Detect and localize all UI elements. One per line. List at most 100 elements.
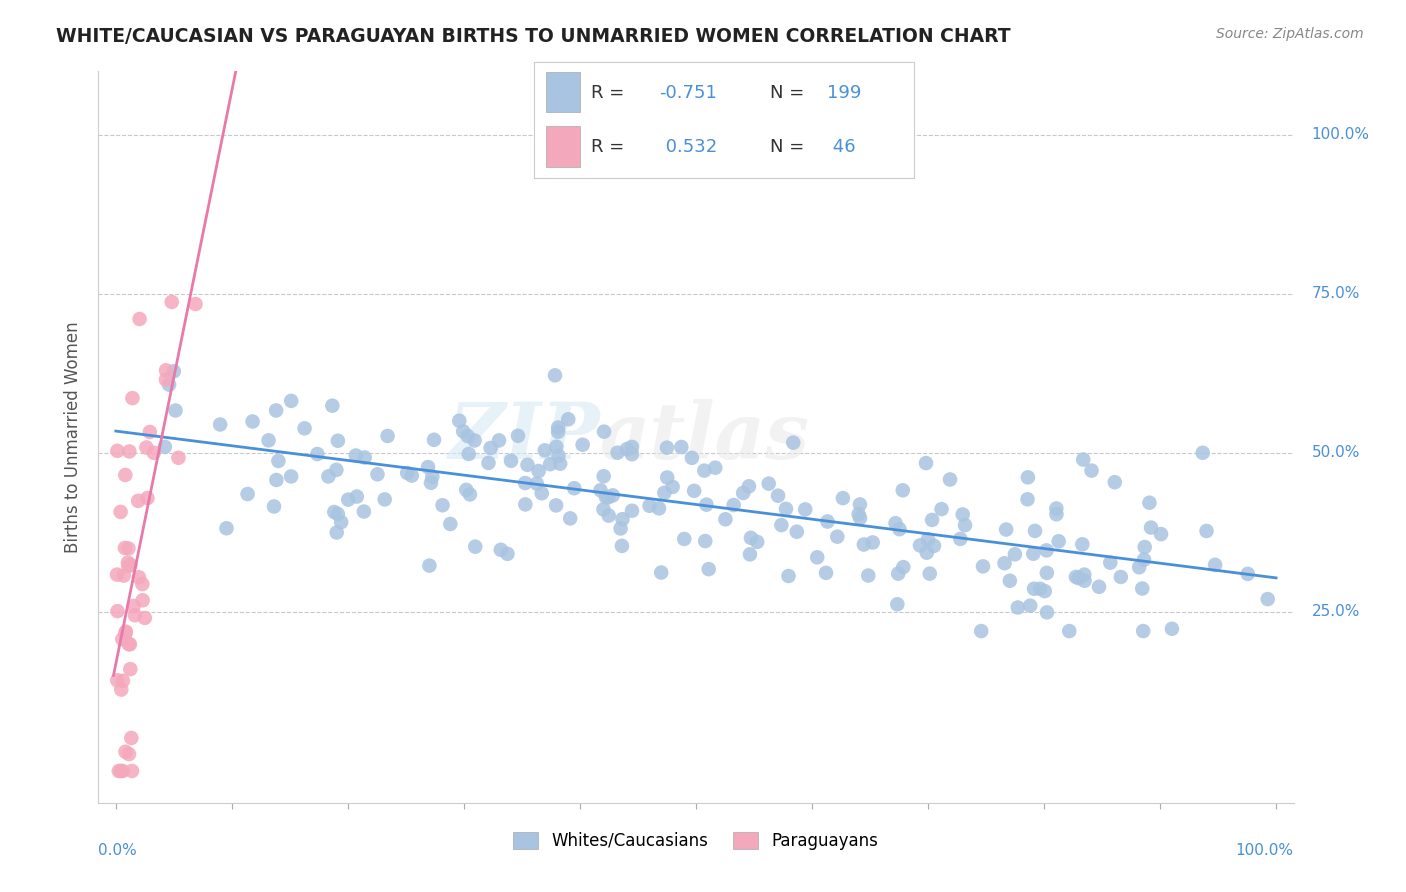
Point bbox=[263, 500, 285, 514]
Point bbox=[610, 539, 633, 553]
Point bbox=[917, 533, 939, 547]
Point bbox=[648, 501, 671, 516]
Point bbox=[122, 599, 145, 613]
Point bbox=[479, 441, 502, 455]
Point bbox=[695, 498, 717, 512]
Point bbox=[1045, 501, 1067, 516]
Point bbox=[120, 731, 142, 745]
Point bbox=[1204, 558, 1226, 572]
Point bbox=[612, 512, 634, 526]
Point bbox=[547, 420, 569, 434]
Point bbox=[337, 492, 360, 507]
Point bbox=[998, 574, 1021, 588]
Point bbox=[118, 444, 141, 458]
Point bbox=[526, 476, 548, 491]
Point bbox=[794, 502, 817, 516]
Point bbox=[620, 447, 643, 461]
Point bbox=[1017, 470, 1039, 484]
Text: 199: 199 bbox=[827, 84, 860, 102]
Text: 0.0%: 0.0% bbox=[98, 843, 138, 858]
Point bbox=[609, 521, 631, 535]
Point bbox=[681, 450, 703, 465]
Point bbox=[346, 490, 368, 504]
Point bbox=[1150, 527, 1173, 541]
Point bbox=[849, 511, 872, 525]
Point bbox=[817, 515, 839, 529]
Point bbox=[922, 539, 945, 553]
Point bbox=[972, 559, 994, 574]
Point bbox=[673, 532, 696, 546]
Point bbox=[136, 491, 159, 505]
Point bbox=[115, 624, 138, 639]
Text: 50.0%: 50.0% bbox=[1312, 445, 1360, 460]
Bar bbox=[546, 71, 579, 112]
Point bbox=[1036, 606, 1059, 620]
Point bbox=[416, 460, 439, 475]
Point bbox=[464, 540, 486, 554]
Point bbox=[1022, 582, 1045, 596]
Point bbox=[650, 566, 672, 580]
Point bbox=[458, 487, 481, 501]
Point bbox=[449, 414, 471, 428]
Point bbox=[1071, 452, 1094, 467]
Point bbox=[105, 673, 128, 688]
Point bbox=[1099, 556, 1122, 570]
Point bbox=[557, 412, 579, 426]
Point bbox=[422, 469, 444, 483]
Point bbox=[1029, 582, 1052, 596]
Point bbox=[1064, 570, 1087, 584]
Point bbox=[423, 433, 446, 447]
Bar bbox=[546, 126, 579, 167]
Point bbox=[1080, 464, 1102, 478]
Point bbox=[661, 480, 683, 494]
Point bbox=[887, 566, 910, 581]
Point bbox=[131, 593, 153, 607]
Point bbox=[499, 454, 522, 468]
Point bbox=[814, 566, 837, 580]
Text: WHITE/CAUCASIAN VS PARAGUAYAN BIRTHS TO UNMARRIED WOMEN CORRELATION CHART: WHITE/CAUCASIAN VS PARAGUAYAN BIRTHS TO … bbox=[56, 27, 1011, 45]
Point bbox=[693, 464, 716, 478]
Point bbox=[117, 559, 139, 574]
Point bbox=[592, 469, 614, 483]
Point bbox=[589, 483, 612, 498]
Point bbox=[167, 450, 190, 465]
Point bbox=[562, 481, 585, 495]
Text: 0.532: 0.532 bbox=[659, 138, 717, 156]
Point bbox=[326, 507, 349, 521]
Point bbox=[858, 568, 880, 582]
Point bbox=[118, 747, 141, 761]
Point bbox=[163, 364, 186, 378]
Point bbox=[236, 487, 259, 501]
Point bbox=[108, 764, 131, 778]
Point bbox=[111, 632, 134, 647]
Point bbox=[548, 457, 571, 471]
Point bbox=[1133, 552, 1156, 566]
Point bbox=[1036, 566, 1059, 580]
Point bbox=[915, 456, 938, 470]
Point bbox=[530, 486, 553, 500]
Point bbox=[139, 425, 162, 439]
Point bbox=[264, 403, 287, 417]
Point bbox=[153, 440, 176, 454]
Point bbox=[1191, 446, 1213, 460]
Point bbox=[1236, 566, 1258, 581]
Point bbox=[1033, 584, 1056, 599]
Point bbox=[1140, 520, 1163, 534]
Point bbox=[457, 447, 479, 461]
Point bbox=[1045, 508, 1067, 522]
Text: R =: R = bbox=[591, 138, 624, 156]
Point bbox=[1019, 599, 1042, 613]
Point bbox=[527, 464, 550, 478]
Point bbox=[457, 429, 479, 443]
Point bbox=[595, 490, 617, 504]
Text: N =: N = bbox=[769, 84, 804, 102]
Point bbox=[849, 498, 872, 512]
Point bbox=[695, 534, 717, 549]
Point bbox=[432, 498, 454, 512]
Point bbox=[110, 682, 132, 697]
Point bbox=[117, 541, 139, 556]
Point bbox=[456, 483, 478, 497]
Point bbox=[654, 485, 676, 500]
Point bbox=[1073, 574, 1095, 588]
Point bbox=[740, 531, 762, 545]
